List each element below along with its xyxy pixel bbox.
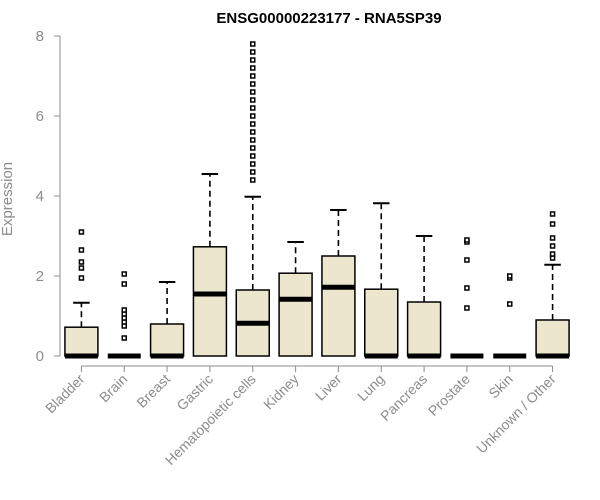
box-liver	[321, 209, 356, 357]
box-unknown-other	[535, 211, 570, 359]
box-bladder	[64, 229, 99, 359]
box-body	[278, 272, 313, 357]
outlier-point	[549, 251, 556, 257]
box-hematopoietic-cells	[235, 41, 270, 357]
x-tick-label: Brain	[96, 371, 130, 405]
outlier-point	[549, 235, 556, 241]
outlier-point	[549, 243, 556, 249]
outlier-point	[464, 237, 470, 243]
x-tick-label: Pancreas	[377, 371, 430, 424]
x-tick-label: Liver	[312, 371, 345, 404]
box-brain	[107, 271, 141, 359]
outlier-point	[78, 229, 85, 235]
x-tick-label: Skin	[485, 371, 516, 402]
outlier-point	[78, 265, 85, 271]
outlier-point	[250, 81, 256, 87]
y-tick-label: 6	[36, 108, 44, 125]
box-body	[406, 301, 442, 357]
outlier-point	[250, 65, 256, 71]
outlier-point	[464, 285, 470, 291]
outlier-point	[250, 49, 256, 55]
outlier-point	[250, 57, 256, 63]
outlier-point	[121, 281, 127, 287]
outlier-point	[250, 129, 256, 135]
box-body	[321, 255, 356, 357]
boxes-layer	[64, 41, 570, 359]
outlier-point	[250, 105, 256, 111]
x-tick-label: Kidney	[260, 371, 302, 413]
box-body	[192, 246, 228, 357]
outlier-point	[250, 41, 256, 47]
outlier-point	[250, 169, 256, 175]
outlier-point	[549, 221, 556, 227]
box-body	[364, 288, 399, 357]
box-prostate	[450, 237, 484, 359]
x-tick-label: Breast	[133, 371, 173, 411]
outlier-point	[250, 177, 256, 183]
outlier-point	[250, 121, 256, 127]
y-axis-label: Expression	[0, 162, 16, 236]
y-axis: 0 2 4 6 8	[36, 28, 61, 365]
box-breast	[149, 281, 185, 359]
outlier-point	[250, 113, 256, 119]
y-tick-label: 4	[36, 188, 44, 205]
x-tick-label: Bladder	[42, 371, 88, 417]
box-skin	[493, 273, 527, 359]
outlier-point	[250, 137, 256, 143]
outlier-point	[250, 153, 256, 159]
box-body	[149, 323, 185, 357]
box-pancreas	[406, 235, 442, 359]
outlier-point	[464, 305, 470, 311]
outlier-point	[250, 89, 256, 95]
outlier-point	[78, 259, 85, 265]
x-tick-label: Gastric	[173, 371, 216, 414]
x-tick-label: Lung	[354, 371, 387, 404]
y-tick-label: 8	[36, 28, 44, 45]
outlier-point	[78, 275, 85, 281]
outlier-point	[464, 257, 470, 263]
outlier-point	[250, 145, 256, 151]
outlier-point	[250, 73, 256, 79]
y-tick-label: 2	[36, 268, 44, 285]
y-tick-label: 0	[36, 348, 44, 365]
box-body	[64, 326, 99, 357]
box-lung	[364, 202, 399, 359]
outlier-point	[121, 335, 127, 341]
x-tick-label: Unknown / Other	[473, 371, 559, 457]
outlier-point	[507, 273, 513, 279]
box-kidney	[278, 241, 313, 357]
chart-title: ENSG00000223177 - RNA5SP39	[216, 10, 441, 27]
box-body	[535, 319, 570, 357]
outlier-point	[121, 271, 127, 277]
outlier-point	[250, 97, 256, 103]
outlier-point	[121, 307, 127, 313]
x-tick-label: Prostate	[425, 371, 473, 419]
outlier-point	[507, 301, 513, 307]
outlier-point	[250, 161, 256, 167]
outlier-point	[78, 247, 85, 253]
box-gastric	[192, 173, 228, 357]
outlier-point	[549, 211, 556, 217]
